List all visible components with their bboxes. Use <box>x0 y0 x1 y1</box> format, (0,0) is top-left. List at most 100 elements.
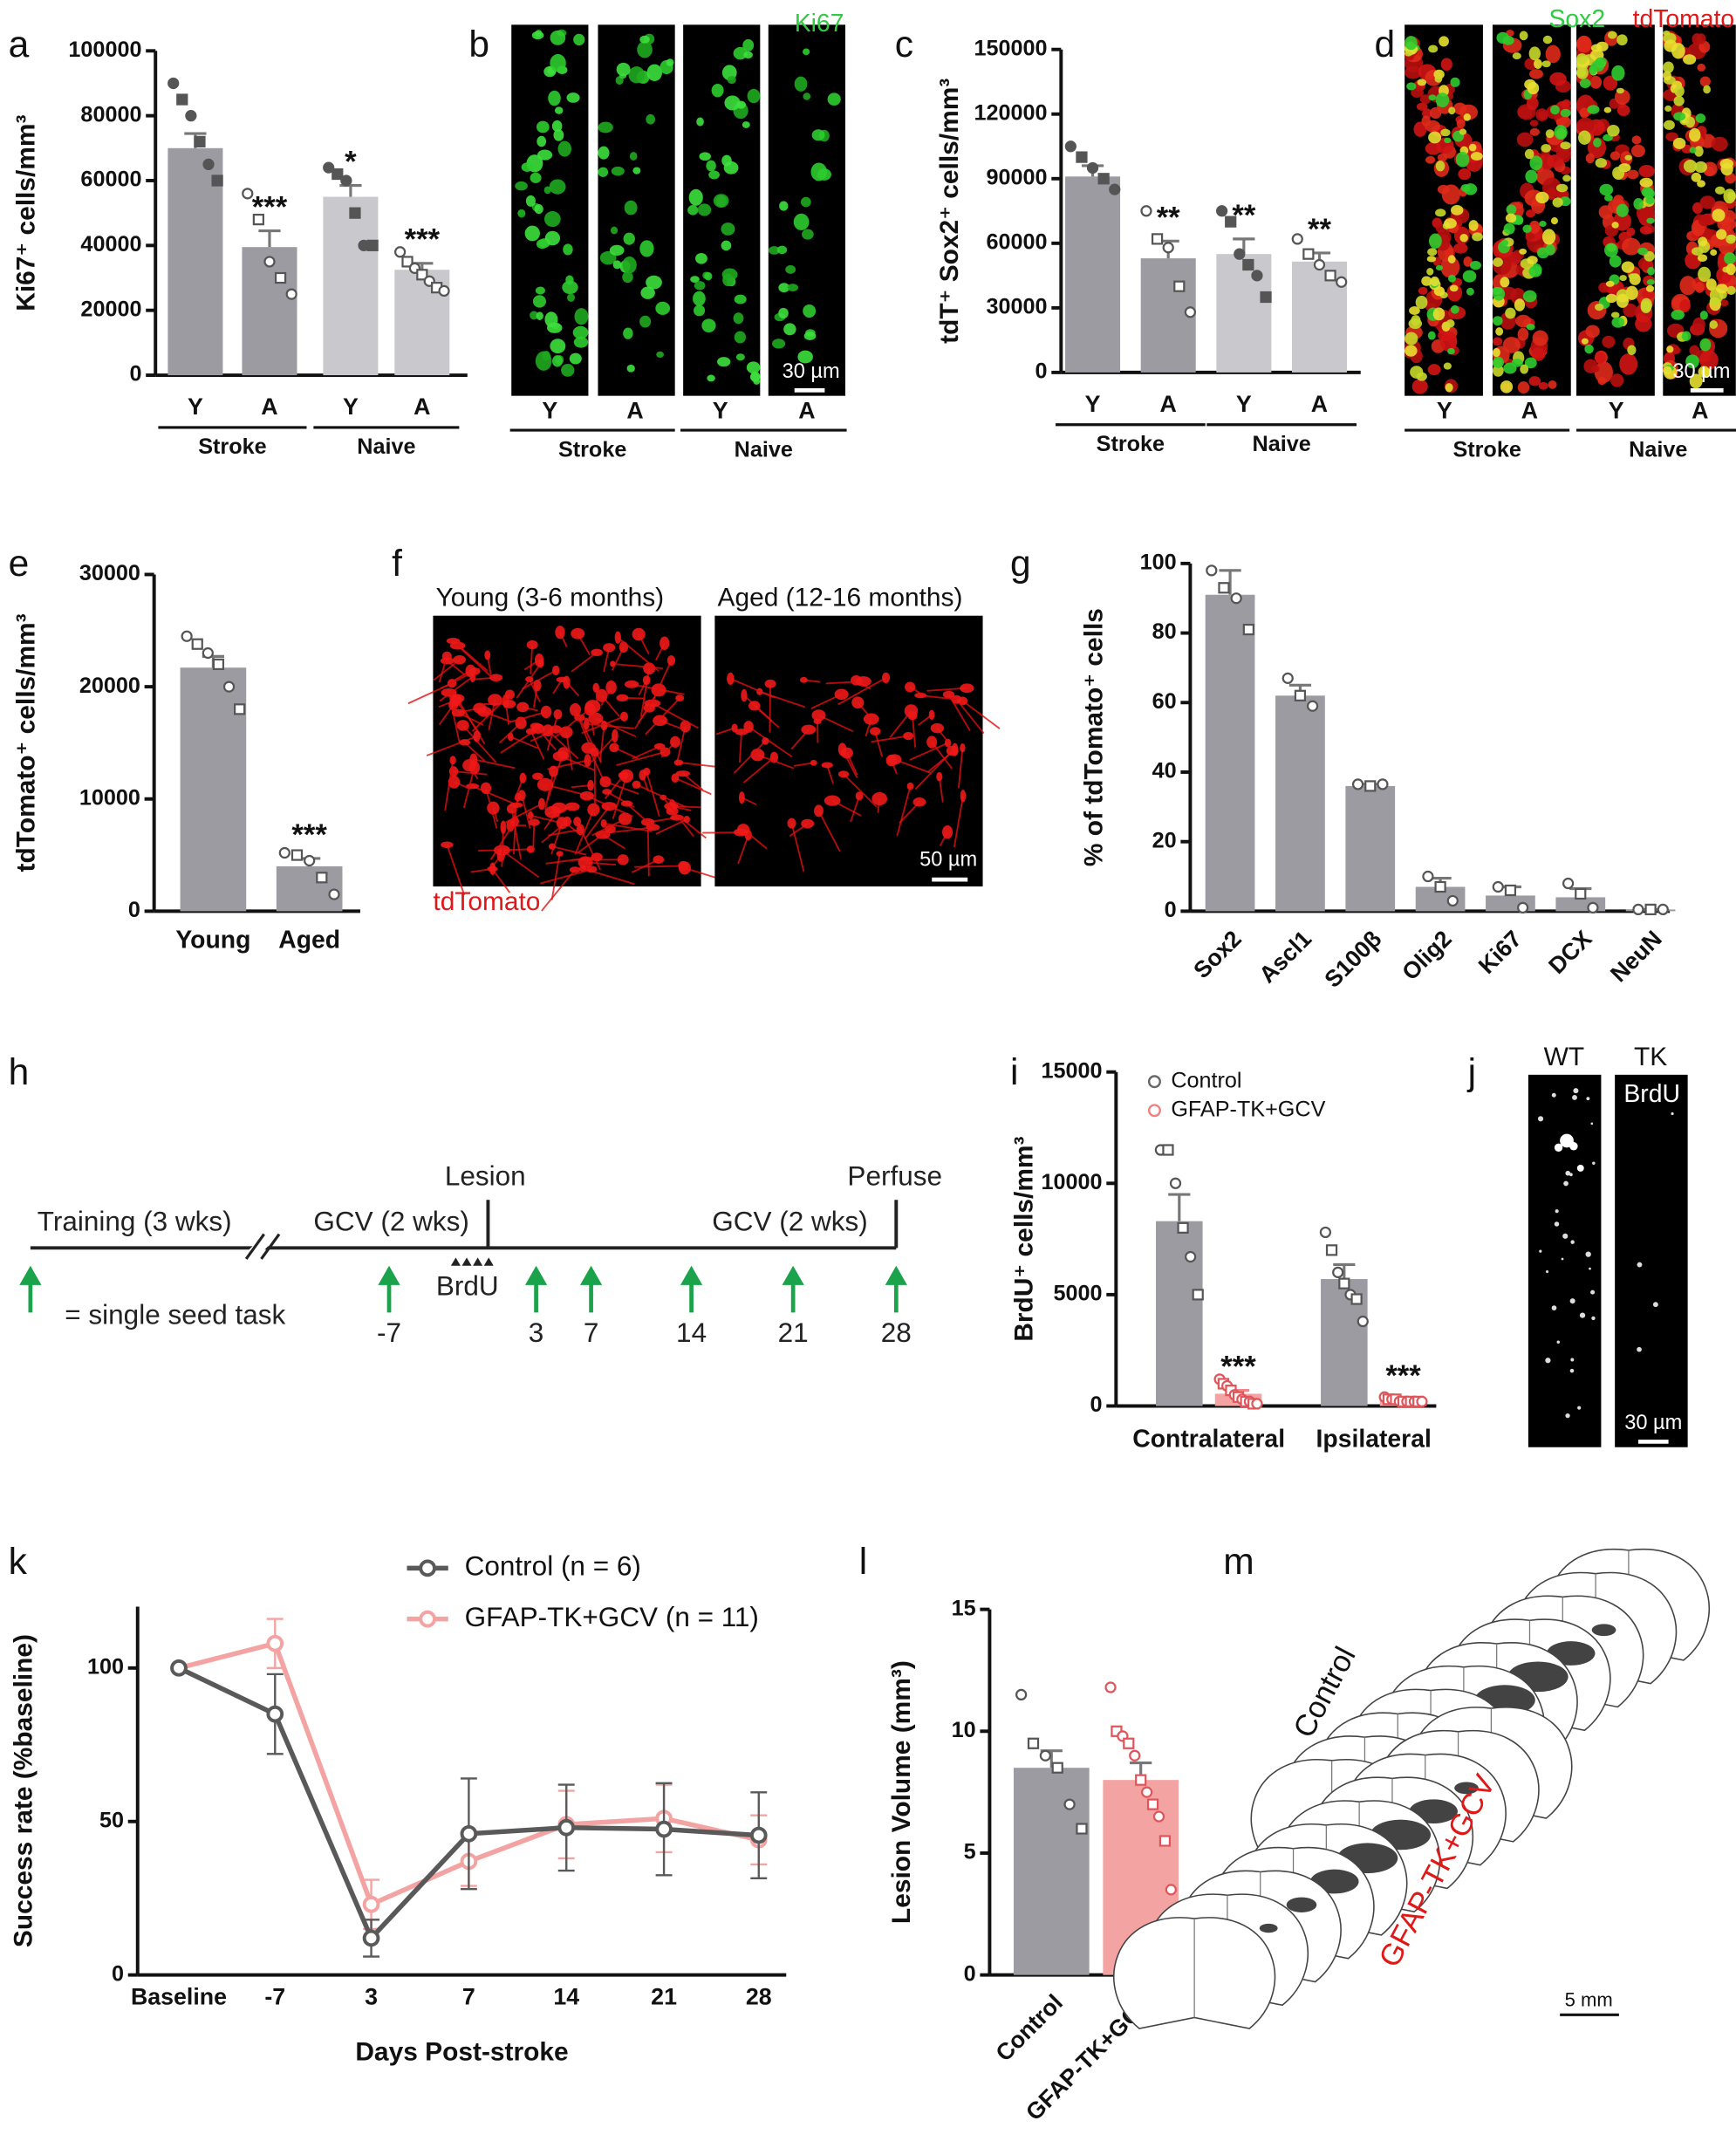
cell <box>693 291 706 306</box>
cell <box>552 750 570 762</box>
cell <box>1495 327 1504 336</box>
cell <box>656 351 664 359</box>
cell <box>711 83 724 98</box>
cell <box>1542 177 1562 199</box>
arrow-head <box>885 1265 907 1285</box>
lesion <box>1454 1782 1479 1795</box>
cell <box>1415 295 1428 310</box>
cell <box>1579 107 1589 119</box>
cell <box>653 742 666 750</box>
cell <box>1604 243 1618 257</box>
cell <box>579 865 587 872</box>
cell <box>1593 138 1602 147</box>
cell <box>735 729 748 735</box>
data-point <box>1104 1681 1117 1693</box>
cell <box>553 709 563 720</box>
cell <box>1524 58 1538 71</box>
cell <box>680 720 691 733</box>
cell <box>837 770 850 778</box>
cell <box>1443 362 1452 370</box>
cell <box>1607 125 1620 137</box>
bar <box>1216 254 1272 373</box>
timeline-legend: = single seed task <box>65 1298 285 1330</box>
cell <box>735 353 745 361</box>
cell <box>1466 287 1474 296</box>
y-axis-label: Ki67⁺ cells/mm³ <box>12 115 41 311</box>
cell <box>1673 112 1686 121</box>
cell <box>1429 106 1442 120</box>
y-tick-label: 0 <box>128 898 140 922</box>
cell <box>1595 158 1608 168</box>
cell <box>549 179 566 195</box>
cell <box>671 773 680 783</box>
significance: * <box>345 146 357 179</box>
x-axis-label: Days Post-stroke <box>355 2037 568 2066</box>
cell <box>1637 1346 1642 1352</box>
data-point <box>1575 887 1587 900</box>
cell <box>1500 277 1510 288</box>
timeline-break <box>244 1233 265 1260</box>
legend-label: GFAP-TK+GCV <box>1171 1097 1325 1121</box>
cell <box>550 30 566 45</box>
cell <box>623 232 635 245</box>
data-point <box>181 630 193 642</box>
legend-marker <box>419 1559 436 1577</box>
cell <box>1555 183 1569 193</box>
data-point <box>185 110 197 122</box>
cell <box>536 239 549 250</box>
cell-process <box>652 702 700 729</box>
cell <box>1492 257 1503 267</box>
bar <box>1156 1221 1203 1406</box>
cell <box>453 655 467 665</box>
cell <box>1619 353 1638 375</box>
cell <box>1705 166 1715 176</box>
y-tick-label: 0 <box>964 1961 976 1986</box>
cell <box>564 802 580 811</box>
cell <box>536 120 550 133</box>
cell <box>1694 281 1705 293</box>
cell-process <box>646 822 650 877</box>
cell <box>1447 255 1456 263</box>
x-tick-label: Y <box>1085 391 1101 417</box>
cell <box>1522 290 1537 303</box>
cell <box>1683 54 1697 65</box>
cell-process <box>733 740 767 774</box>
cell <box>797 350 813 364</box>
cell-process <box>617 636 660 672</box>
panel-letter: h <box>9 1051 30 1093</box>
cell <box>903 731 914 741</box>
cell <box>543 211 561 228</box>
cell <box>484 650 491 660</box>
cell <box>1594 361 1613 384</box>
data-point <box>340 174 352 187</box>
data-point <box>1364 780 1377 792</box>
cell <box>1554 1143 1563 1153</box>
arrow-head <box>782 1265 804 1285</box>
cell <box>609 244 625 257</box>
data-point <box>1039 1749 1051 1762</box>
cell <box>1635 315 1652 332</box>
y-tick-label: 20000 <box>79 674 140 698</box>
cell <box>1450 205 1464 216</box>
cell <box>1492 337 1503 346</box>
cell <box>1712 209 1726 222</box>
cell <box>1671 310 1685 320</box>
cell <box>733 46 748 60</box>
cell-process <box>674 776 712 796</box>
cell <box>1610 151 1621 161</box>
cell-process <box>516 662 542 699</box>
y-tick-label: 10 <box>952 1718 976 1742</box>
lesion <box>1286 1897 1317 1912</box>
data-point <box>1302 248 1315 260</box>
cell <box>530 172 542 183</box>
cell <box>554 106 564 114</box>
cell <box>1526 323 1535 331</box>
cell <box>1545 1358 1551 1364</box>
cell <box>1518 106 1533 119</box>
y-tick-label: 5000 <box>1054 1282 1103 1306</box>
cell-process <box>646 771 660 817</box>
cell <box>746 361 761 374</box>
cell <box>687 205 699 216</box>
cell-process <box>790 823 805 872</box>
cell <box>1512 52 1521 60</box>
